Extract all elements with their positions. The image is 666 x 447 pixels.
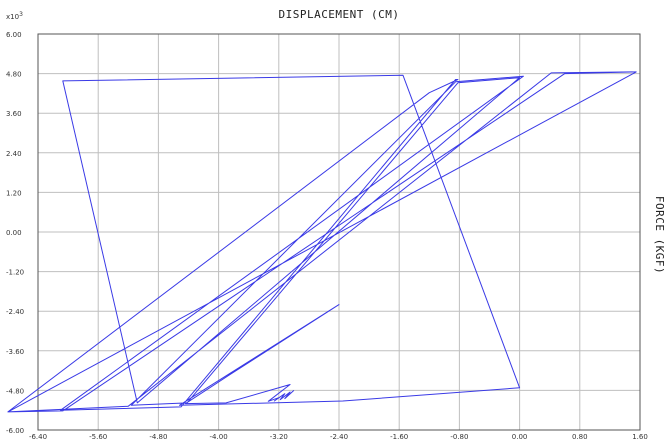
grid-lines [38, 34, 640, 430]
y-tick-label: -1.20 [6, 269, 24, 277]
y-tick-label: -4.80 [6, 387, 24, 395]
hysteresis-curve [7, 71, 637, 413]
y-tick-label: -6.00 [6, 427, 24, 435]
x-tick-label: -2.40 [330, 433, 348, 441]
y-axis-label: FORCE (KGF) [653, 196, 666, 274]
y-tick-label: 2.40 [6, 150, 22, 158]
y-tick-label: -2.40 [6, 308, 24, 316]
x-tick-label: -0.80 [450, 433, 468, 441]
x-tick-label: 1.60 [632, 433, 648, 441]
y-tick-label: 1.20 [6, 189, 22, 197]
y-tick-label: 6.00 [6, 31, 22, 39]
chart-title: DISPLACEMENT (CM) [278, 8, 399, 21]
y-tick-labels: 6.00 4.80 3.60 2.40 1.20 0.00 -1.20 -2.40 -3.60 -… [6, 31, 24, 435]
x-tick-label: -5.60 [89, 433, 107, 441]
series-layer [7, 71, 637, 413]
y-tick-label: 0.00 [6, 229, 22, 237]
x-tick-label: -1.60 [390, 433, 408, 441]
x-tick-label: -3.20 [270, 433, 288, 441]
x-tick-labels: -6.40 -5.60 -4.80 -4.00 -3.20 -2.40 -1.60 -0.80… [29, 433, 648, 441]
x-tick-label: -4.80 [149, 433, 167, 441]
x-tick-label: 0.80 [572, 433, 588, 441]
y-tick-label: 3.60 [6, 110, 22, 118]
x-tick-label: 0.00 [512, 433, 528, 441]
x-tick-label: -6.40 [29, 433, 47, 441]
y-multiplier: x103 [6, 11, 23, 21]
x-tick-label: -4.00 [210, 433, 228, 441]
y-tick-label: -3.60 [6, 348, 24, 356]
y-tick-label: 4.80 [6, 71, 22, 79]
plot-frame [37, 33, 641, 431]
